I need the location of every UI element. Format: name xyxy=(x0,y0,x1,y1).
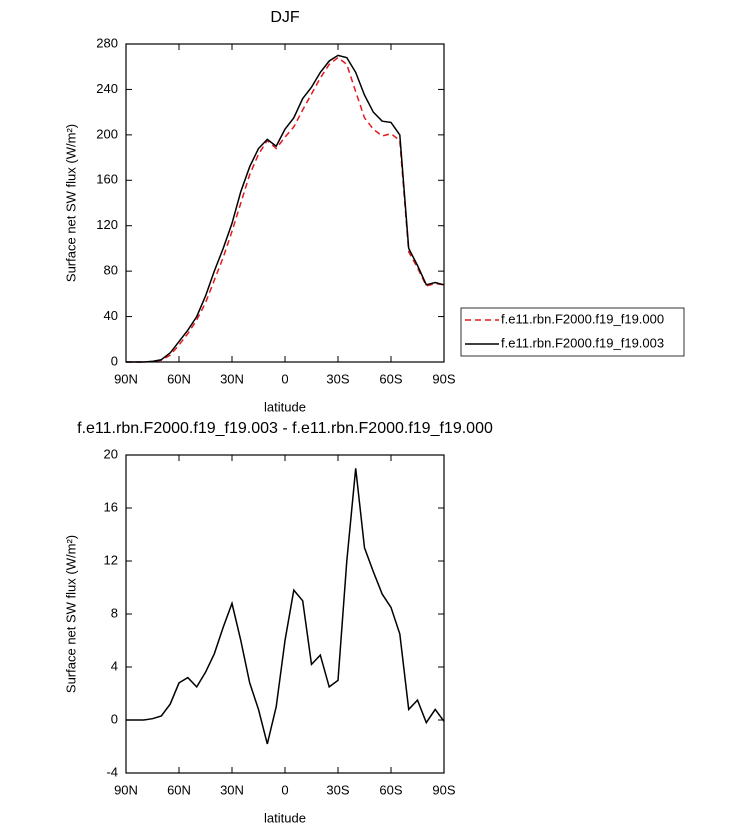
y-tick-label: 20 xyxy=(104,446,118,461)
y-tick-label: 160 xyxy=(96,172,118,187)
x-tick-label: 0 xyxy=(281,782,288,797)
x-tick-label: 60N xyxy=(167,782,191,797)
plot-frame xyxy=(125,43,445,363)
y-tick-label: 0 xyxy=(111,353,118,368)
chart-title: f.e11.rbn.F2000.f19_f19.003 - f.e11.rbn.… xyxy=(77,420,493,437)
y-tick-label: -4 xyxy=(106,764,118,779)
x-tick-label: 60N xyxy=(167,371,191,386)
plot-frame xyxy=(125,454,445,774)
chart-title: DJF xyxy=(270,9,300,26)
data-line xyxy=(126,54,445,363)
y-tick-label: 12 xyxy=(104,552,118,567)
legend-label: f.e11.rbn.F2000.f19_f19.003 xyxy=(501,335,664,350)
y-tick-label: 240 xyxy=(96,81,118,96)
legend-box xyxy=(460,307,685,357)
y-axis-label: Surface net SW flux (W/m²) xyxy=(63,124,78,282)
x-tick-label: 30S xyxy=(326,782,349,797)
y-tick-label: 4 xyxy=(111,658,118,673)
y-tick-label: 0 xyxy=(111,711,118,726)
y-tick-label: 280 xyxy=(96,35,118,50)
x-tick-label: 60S xyxy=(379,782,402,797)
y-tick-label: 40 xyxy=(104,308,118,323)
y-axis-label: Surface net SW flux (W/m²) xyxy=(63,535,78,693)
y-tick-label: 80 xyxy=(104,263,118,278)
x-tick-label: 90S xyxy=(432,371,455,386)
y-tick-label: 8 xyxy=(111,605,118,620)
y-tick-label: 200 xyxy=(96,126,118,141)
y-tick-label: 16 xyxy=(104,499,118,514)
y-tick-label: 120 xyxy=(96,217,118,232)
x-tick-label: 30N xyxy=(220,782,244,797)
x-axis-label: latitude xyxy=(264,810,306,825)
x-tick-label: 60S xyxy=(379,371,402,386)
x-tick-label: 0 xyxy=(281,371,288,386)
x-tick-label: 90S xyxy=(432,782,455,797)
legend-label: f.e11.rbn.F2000.f19_f19.000 xyxy=(501,311,664,326)
x-axis-label: latitude xyxy=(264,399,306,414)
data-line xyxy=(126,468,445,745)
x-tick-label: 90N xyxy=(114,782,138,797)
x-tick-label: 30S xyxy=(326,371,349,386)
data-line xyxy=(126,56,445,363)
x-tick-label: 30N xyxy=(220,371,244,386)
x-tick-label: 90N xyxy=(114,371,138,386)
